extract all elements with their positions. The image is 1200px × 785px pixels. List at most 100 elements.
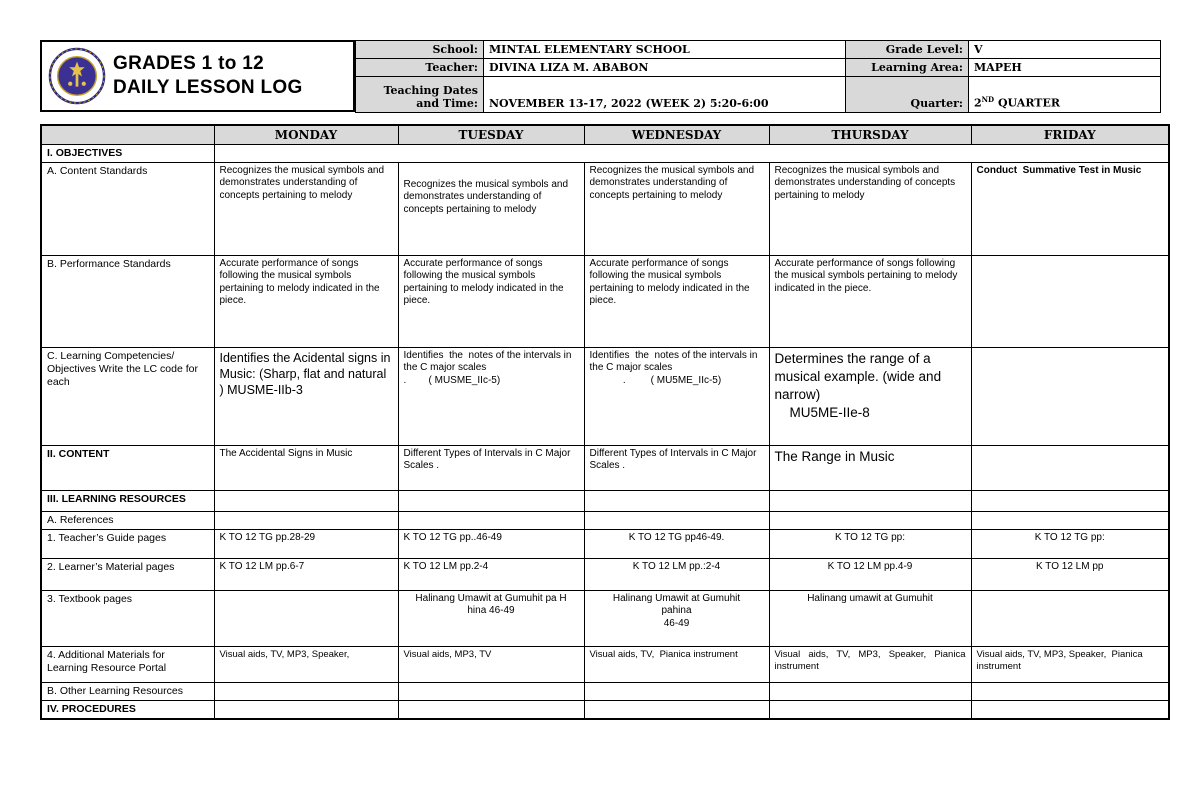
teachers-guide-row: 1. Teacher’s Guide pages K TO 12 TG pp.2… [40, 528, 1170, 559]
row-label-learners-material: 2. Learner’s Material pages [40, 557, 215, 591]
cell-procedures-thursday [768, 699, 972, 719]
row-label-learning-resources: III. LEARNING RESOURCES [40, 489, 215, 512]
quarter-number: 2 [974, 97, 982, 110]
dll-title-line1: GRADES 1 to 12 [113, 53, 264, 74]
cell-references-thursday [768, 510, 972, 530]
quarter-label: Quarter: [845, 76, 969, 113]
row-label-learning-competencies: C. Learning Competencies/ Objectives Wri… [40, 346, 215, 446]
cell-other-tuesday [397, 681, 585, 701]
school-seal-logo [48, 47, 106, 105]
cell-lm-friday: K TO 12 LM pp [970, 557, 1170, 591]
cell-textbook-tuesday: Halinang Umawit at Gumuhit pa H hina 46-… [397, 589, 585, 647]
cell-lm-wednesday: K TO 12 LM pp.:2-4 [583, 557, 770, 591]
grade-level-value: V [968, 40, 1161, 59]
cell-references-friday [970, 510, 1170, 530]
cell-competencies-wednesday: Identifies the notes of the intervals in… [583, 346, 770, 446]
cell-textbook-thursday: Halinang umawit at Gumuhit [768, 589, 972, 647]
cell-content-standards-tuesday: Recognizes the musical symbols and demon… [397, 161, 585, 256]
cell-textbook-wednesday: Halinang Umawit at Gumuhit pahina 46-49 [583, 589, 770, 647]
learning-area-value: MAPEH [968, 58, 1161, 77]
cell-competencies-thursday: Determines the range of a musical exampl… [768, 346, 972, 446]
cell-tg-monday: K TO 12 TG pp.28-29 [213, 528, 399, 559]
cell-procedures-monday [213, 699, 399, 719]
teacher-label: Teacher: [355, 58, 484, 77]
cell-content-standards-friday: Conduct Summative Test in Music [970, 161, 1170, 256]
cell-tg-wednesday: K TO 12 TG pp46-49. [583, 528, 770, 559]
corner-cell [40, 124, 215, 145]
learning-resources-section-row: III. LEARNING RESOURCES [40, 489, 1170, 512]
performance-standards-row: B. Performance Standards Accurate perfor… [40, 254, 1170, 348]
row-label-content: II. CONTENT [40, 444, 215, 491]
school-label: School: [355, 40, 484, 59]
row-label-references: A. References [40, 510, 215, 530]
cell-competencies-tuesday: Identifies the notes of the intervals in… [397, 346, 585, 446]
cell-content-wednesday: Different Types of Intervals in C Major … [583, 444, 770, 491]
cell-other-thursday [768, 681, 972, 701]
references-row: A. References [40, 510, 1170, 530]
cell-content-standards-monday: Recognizes the musical symbols and demon… [213, 161, 399, 256]
procedures-section-row: IV. PROCEDURES [40, 699, 1170, 719]
school-info-table: School: MINTAL ELEMENTARY SCHOOL Grade L… [355, 40, 1161, 113]
cell-performance-friday [970, 254, 1170, 348]
cell-other-friday [970, 681, 1170, 701]
quarter-word: QUARTER [994, 97, 1060, 110]
cell-lm-tuesday: K TO 12 LM pp.2-4 [397, 557, 585, 591]
cell-resources-friday [970, 489, 1170, 512]
cell-additional-wednesday: Visual aids, TV, Pianica instrument [583, 645, 770, 683]
cell-tg-friday: K TO 12 TG pp: [970, 528, 1170, 559]
row-label-procedures: IV. PROCEDURES [40, 699, 215, 719]
cell-additional-tuesday: Visual aids, MP3, TV [397, 645, 585, 683]
cell-content-thursday: The Range in Music [768, 444, 972, 491]
row-label-content-standards: A. Content Standards [40, 161, 215, 256]
learners-material-row: 2. Learner’s Material pages K TO 12 LM p… [40, 557, 1170, 591]
cell-additional-friday: Visual aids, TV, MP3, Speaker, Pianica i… [970, 645, 1170, 683]
grade-level-label: Grade Level: [845, 40, 969, 59]
additional-materials-row: 4. Additional Materials for Learning Res… [40, 645, 1170, 683]
cell-additional-monday: Visual aids, TV, MP3, Speaker, [213, 645, 399, 683]
cell-resources-tuesday [397, 489, 585, 512]
cell-procedures-friday [970, 699, 1170, 719]
row-label-performance-standards: B. Performance Standards [40, 254, 215, 348]
cell-lm-thursday: K TO 12 LM pp.4-9 [768, 557, 972, 591]
teacher-value: DIVINA LIZA M. ABABON [483, 58, 846, 77]
objectives-span-cell [213, 143, 1170, 163]
day-header-monday: MONDAY [213, 124, 399, 145]
dll-title-line2: DAILY LESSON LOG [113, 77, 303, 98]
quarter-ordinal: ND [981, 95, 995, 105]
daily-lesson-log-table: MONDAY TUESDAY WEDNESDAY THURSDAY FRIDAY… [40, 124, 1170, 720]
cell-resources-monday [213, 489, 399, 512]
other-resources-row: B. Other Learning Resources [40, 681, 1170, 701]
row-label-teachers-guide: 1. Teacher’s Guide pages [40, 528, 215, 559]
cell-performance-tuesday: Accurate performance of songs following … [397, 254, 585, 348]
cell-resources-wednesday [583, 489, 770, 512]
cell-references-tuesday [397, 510, 585, 530]
cell-content-friday [970, 444, 1170, 491]
cell-competencies-friday [970, 346, 1170, 446]
day-header-thursday: THURSDAY [768, 124, 972, 145]
cell-performance-wednesday: Accurate performance of songs following … [583, 254, 770, 348]
cell-competencies-monday: Identifies the Acidental signs in Music:… [213, 346, 399, 446]
content-standards-row: A. Content Standards Recognizes the musi… [40, 161, 1170, 256]
cell-lm-monday: K TO 12 LM pp.6-7 [213, 557, 399, 591]
cell-procedures-tuesday [397, 699, 585, 719]
day-header-wednesday: WEDNESDAY [583, 124, 770, 145]
cell-additional-thursday: Visual aids, TV, MP3, Speaker, Pianica i… [768, 645, 972, 683]
quarter-value: 2ND QUARTER [968, 76, 1161, 113]
teaching-dates-label: Teaching Dates and Time: [355, 76, 484, 113]
day-header-tuesday: TUESDAY [397, 124, 585, 145]
cell-resources-thursday [768, 489, 972, 512]
school-value: MINTAL ELEMENTARY SCHOOL [483, 40, 846, 59]
teaching-dates-value: NOVEMBER 13-17, 2022 (WEEK 2) 5:20-6:00 [483, 76, 846, 113]
textbook-pages-row: 3. Textbook pages Halinang Umawit at Gum… [40, 589, 1170, 647]
cell-other-monday [213, 681, 399, 701]
row-label-textbook-pages: 3. Textbook pages [40, 589, 215, 647]
brand-box: GRADES 1 to 12 DAILY LESSON LOG [40, 40, 355, 112]
cell-content-standards-wednesday: Recognizes the musical symbols and demon… [583, 161, 770, 256]
cell-content-monday: The Accidental Signs in Music [213, 444, 399, 491]
cell-references-wednesday [583, 510, 770, 530]
cell-procedures-wednesday [583, 699, 770, 719]
cell-content-standards-thursday: Recognizes the musical symbols and demon… [768, 161, 972, 256]
cell-content-tuesday: Different Types of Intervals in C Major … [397, 444, 585, 491]
dll-title: GRADES 1 to 12 DAILY LESSON LOG [113, 52, 303, 100]
